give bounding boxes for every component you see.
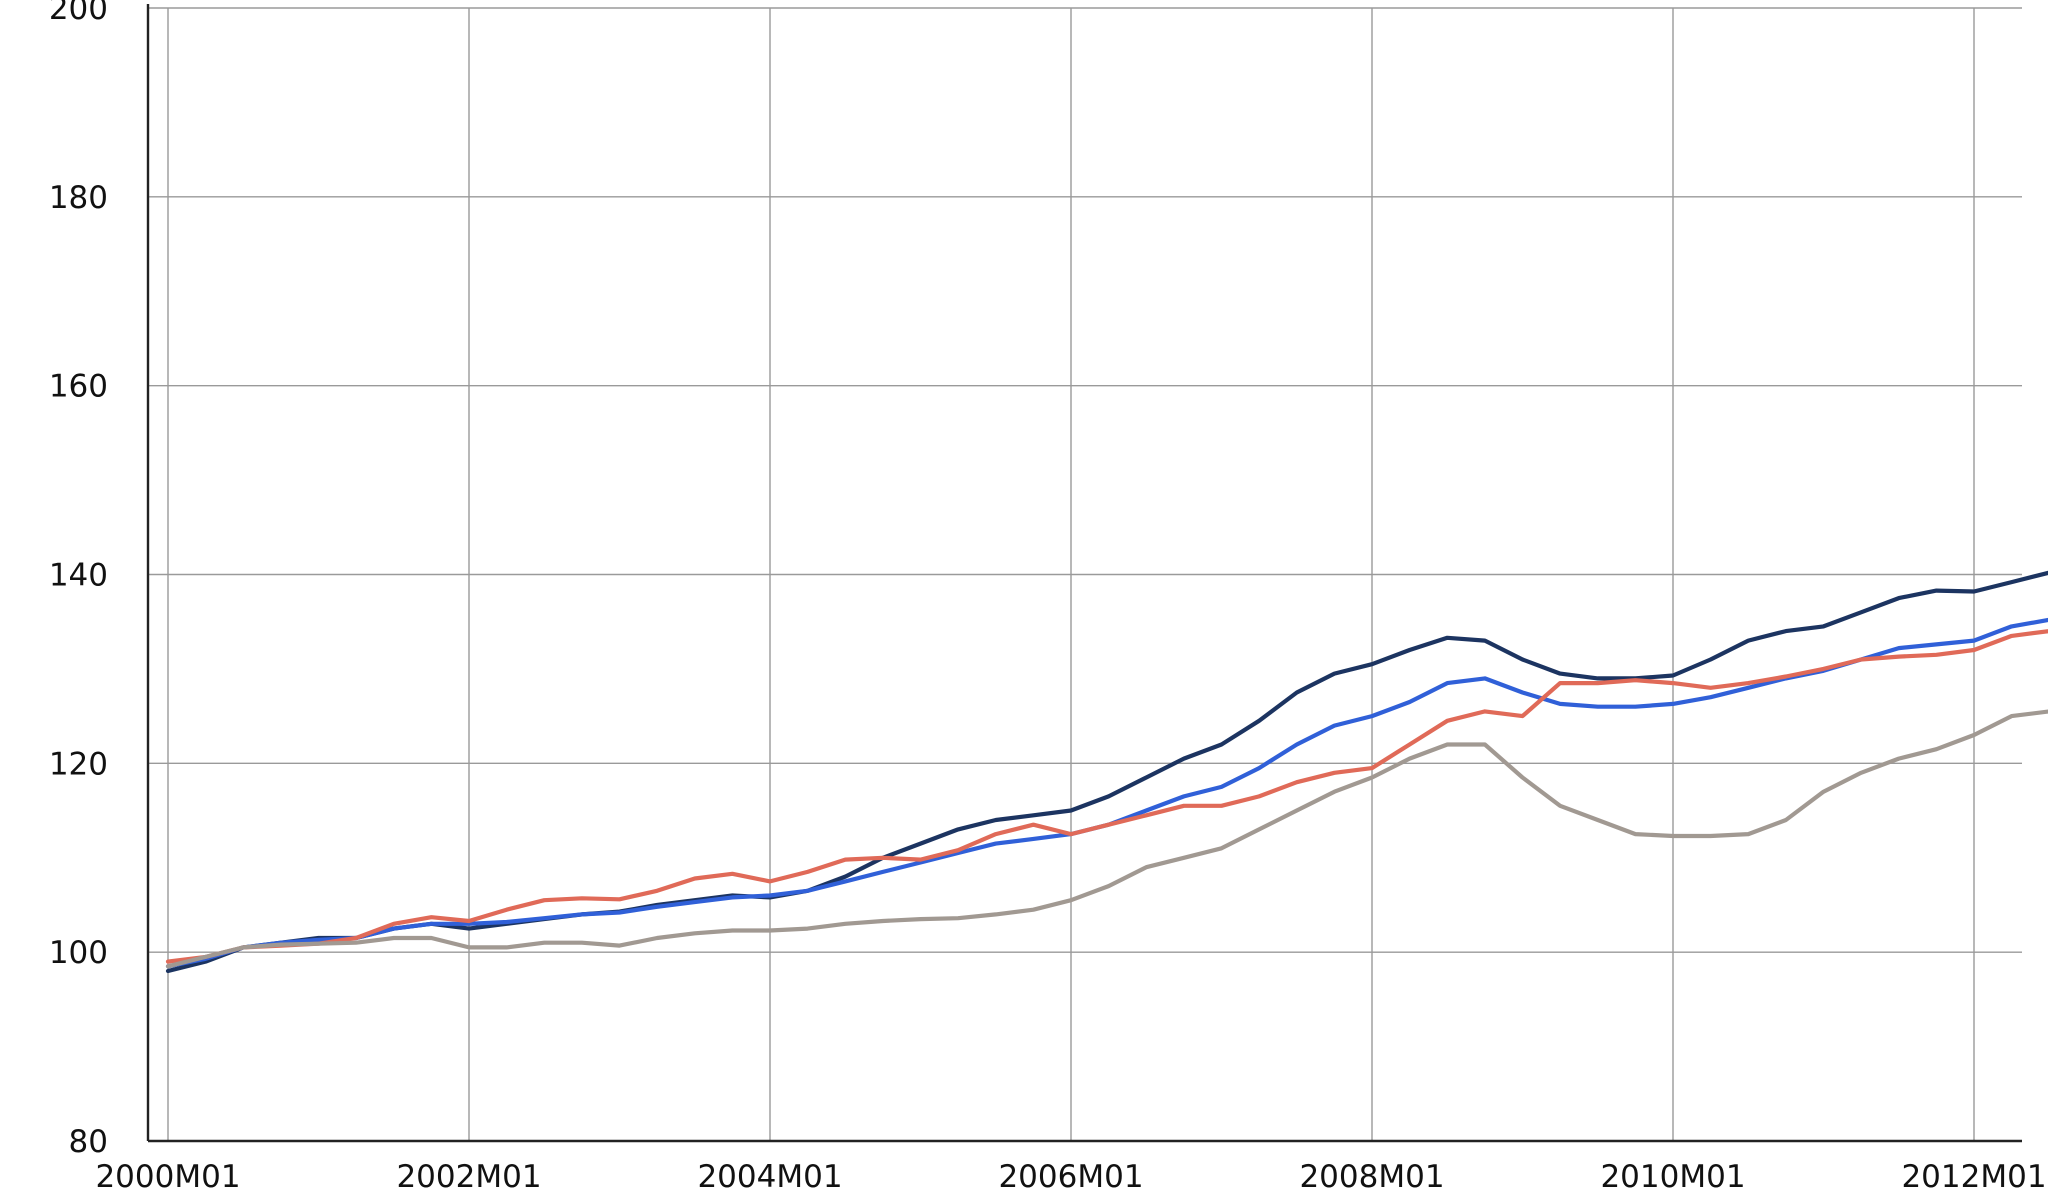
series-group <box>165 570 2048 974</box>
series-line-4 <box>165 709 2048 969</box>
y-tick-label: 180 <box>49 180 108 216</box>
x-tick-label: 2012M01 <box>1901 1159 2046 1195</box>
y-tick-label: 100 <box>49 935 108 971</box>
x-tick-label: 2000M01 <box>95 1159 240 1195</box>
y-tick-label: 80 <box>69 1124 108 1160</box>
y-tick-label: 120 <box>49 746 108 782</box>
x-tick-label: 2004M01 <box>697 1159 842 1195</box>
series-line-2 <box>165 617 2048 969</box>
y-tick-label: 140 <box>49 558 108 594</box>
x-tick-label: 2006M01 <box>998 1159 1143 1195</box>
axes <box>146 4 2022 1143</box>
y-tick-label: 160 <box>49 369 108 405</box>
y-tick-label: 200 <box>49 0 108 27</box>
x-tick-label: 2010M01 <box>1600 1159 1745 1195</box>
series-line-3 <box>165 629 2048 964</box>
tick-labels: 80 100 120 140 160 180 200 2000M01 2002M01 2004M0… <box>49 0 2047 1195</box>
grid <box>148 7 2022 1142</box>
x-tick-label: 2008M01 <box>1299 1159 1444 1195</box>
series-line-1 <box>165 570 2048 974</box>
x-tick-label: 2002M01 <box>396 1159 541 1195</box>
